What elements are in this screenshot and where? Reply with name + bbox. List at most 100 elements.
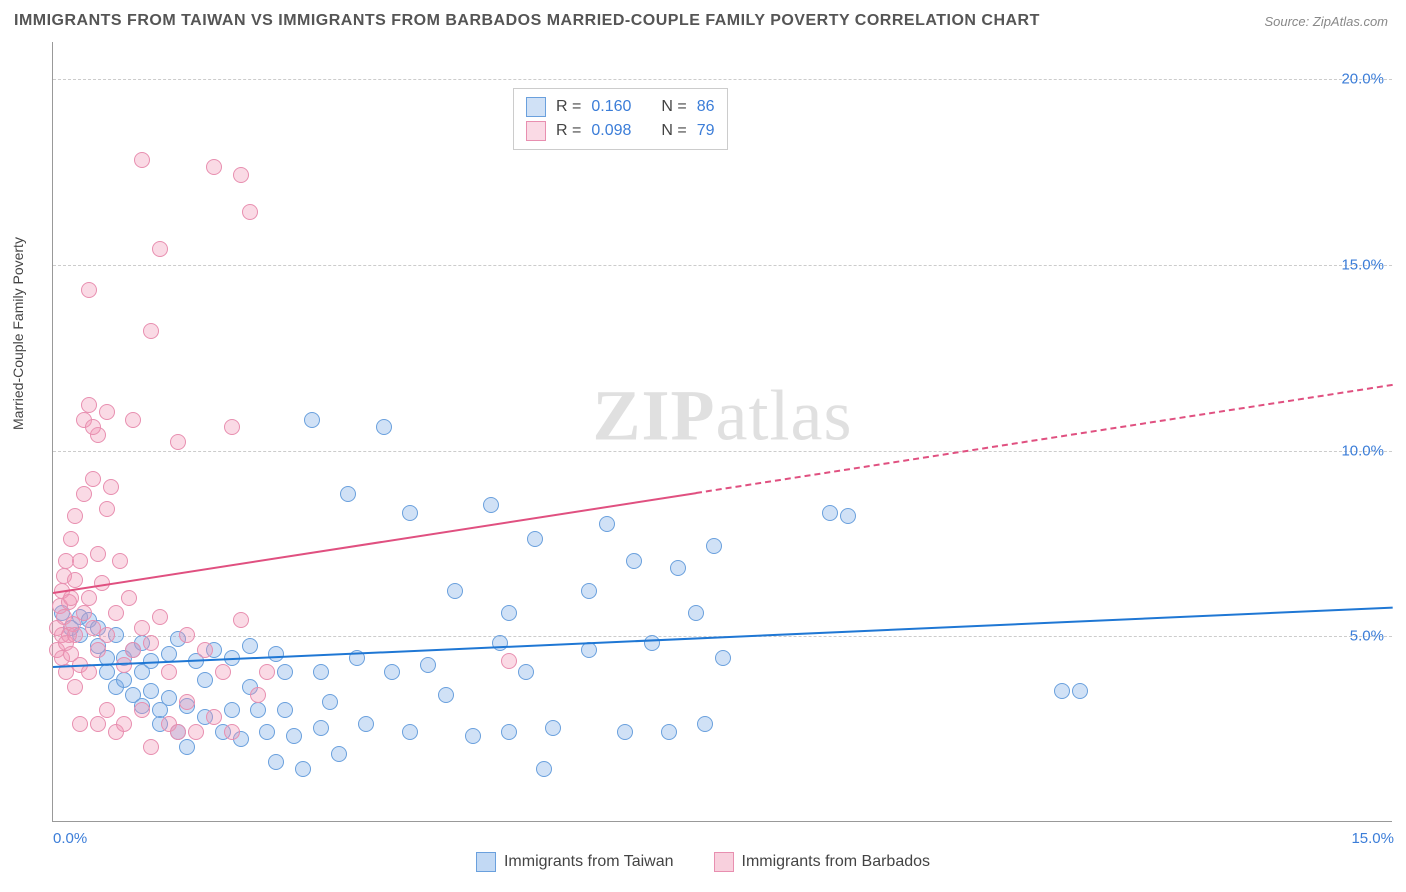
grid-line <box>53 265 1392 266</box>
data-point <box>483 497 499 513</box>
chart-title: IMMIGRANTS FROM TAIWAN VS IMMIGRANTS FRO… <box>14 12 1040 30</box>
legend-swatch <box>476 852 496 872</box>
data-point <box>358 716 374 732</box>
legend-swatch <box>526 97 546 117</box>
data-point <box>465 728 481 744</box>
data-point <box>224 724 240 740</box>
data-point <box>259 664 275 680</box>
legend-n-value: 86 <box>697 98 715 116</box>
trend-line <box>696 384 1393 494</box>
data-point <box>268 754 284 770</box>
x-tick-label: 15.0% <box>1351 830 1394 847</box>
data-point <box>644 635 660 651</box>
data-point <box>384 664 400 680</box>
data-point <box>233 167 249 183</box>
data-point <box>125 412 141 428</box>
legend-n-value: 79 <box>697 122 715 140</box>
data-point <box>536 761 552 777</box>
data-point <box>121 590 137 606</box>
data-point <box>161 664 177 680</box>
data-point <box>268 646 284 662</box>
data-point <box>81 397 97 413</box>
data-point <box>277 664 293 680</box>
data-point <box>161 646 177 662</box>
y-tick-label: 15.0% <box>1341 256 1384 273</box>
data-point <box>197 672 213 688</box>
data-point <box>134 152 150 168</box>
legend-label: Immigrants from Taiwan <box>504 853 674 871</box>
watermark: ZIPatlas <box>593 374 853 457</box>
legend-correlation: R =0.160N =86R =0.098N =79 <box>513 88 728 150</box>
data-point <box>259 724 275 740</box>
data-point <box>63 531 79 547</box>
plot-area: ZIPatlas R =0.160N =86R =0.098N =79 5.0%… <box>52 42 1392 822</box>
data-point <box>188 724 204 740</box>
data-point <box>170 724 186 740</box>
data-point <box>295 761 311 777</box>
legend-r-label: R = <box>556 98 581 116</box>
data-point <box>715 650 731 666</box>
data-point <box>313 720 329 736</box>
data-point <box>250 687 266 703</box>
data-point <box>501 724 517 740</box>
legend-r-label: R = <box>556 122 581 140</box>
legend-r-value: 0.160 <box>591 98 631 116</box>
data-point <box>626 553 642 569</box>
y-axis-label: Married-Couple Family Poverty <box>10 237 26 430</box>
data-point <box>103 479 119 495</box>
data-point <box>224 702 240 718</box>
data-point <box>179 627 195 643</box>
data-point <box>67 627 83 643</box>
data-point <box>67 508 83 524</box>
data-point <box>72 553 88 569</box>
data-point <box>304 412 320 428</box>
data-point <box>215 664 231 680</box>
data-point <box>152 241 168 257</box>
data-point <box>518 664 534 680</box>
data-point <box>90 716 106 732</box>
data-point <box>313 664 329 680</box>
legend-item: Immigrants from Taiwan <box>476 852 674 872</box>
legend-label: Immigrants from Barbados <box>742 853 931 871</box>
data-point <box>447 583 463 599</box>
data-point <box>286 728 302 744</box>
data-point <box>331 746 347 762</box>
data-point <box>545 720 561 736</box>
data-point <box>112 553 128 569</box>
data-point <box>67 679 83 695</box>
data-point <box>99 627 115 643</box>
data-point <box>116 672 132 688</box>
data-point <box>116 716 132 732</box>
data-point <box>376 419 392 435</box>
data-point <box>99 404 115 420</box>
data-point <box>179 739 195 755</box>
data-point <box>179 694 195 710</box>
data-point <box>67 572 83 588</box>
x-tick-label: 0.0% <box>53 830 87 847</box>
data-point <box>85 471 101 487</box>
data-point <box>250 702 266 718</box>
source-label: Source: ZipAtlas.com <box>1264 14 1388 29</box>
legend-item: Immigrants from Barbados <box>714 852 931 872</box>
data-point <box>420 657 436 673</box>
data-point <box>125 642 141 658</box>
data-point <box>76 605 92 621</box>
data-point <box>63 590 79 606</box>
data-point <box>277 702 293 718</box>
data-point <box>90 546 106 562</box>
data-point <box>242 638 258 654</box>
data-point <box>527 531 543 547</box>
legend-row: R = 0.160 N = 86 <box>526 95 715 119</box>
legend-n-label: N = <box>661 98 686 116</box>
data-point <box>99 702 115 718</box>
legend-series: Immigrants from Taiwan Immigrants from Ba… <box>0 852 1406 872</box>
data-point <box>152 609 168 625</box>
data-point <box>340 486 356 502</box>
legend-row: R =0.098N =79 <box>526 119 715 143</box>
data-point <box>161 690 177 706</box>
data-point <box>617 724 633 740</box>
y-tick-label: 10.0% <box>1341 442 1384 459</box>
y-tick-label: 5.0% <box>1350 628 1384 645</box>
legend-n-label: N = <box>661 122 686 140</box>
data-point <box>72 716 88 732</box>
